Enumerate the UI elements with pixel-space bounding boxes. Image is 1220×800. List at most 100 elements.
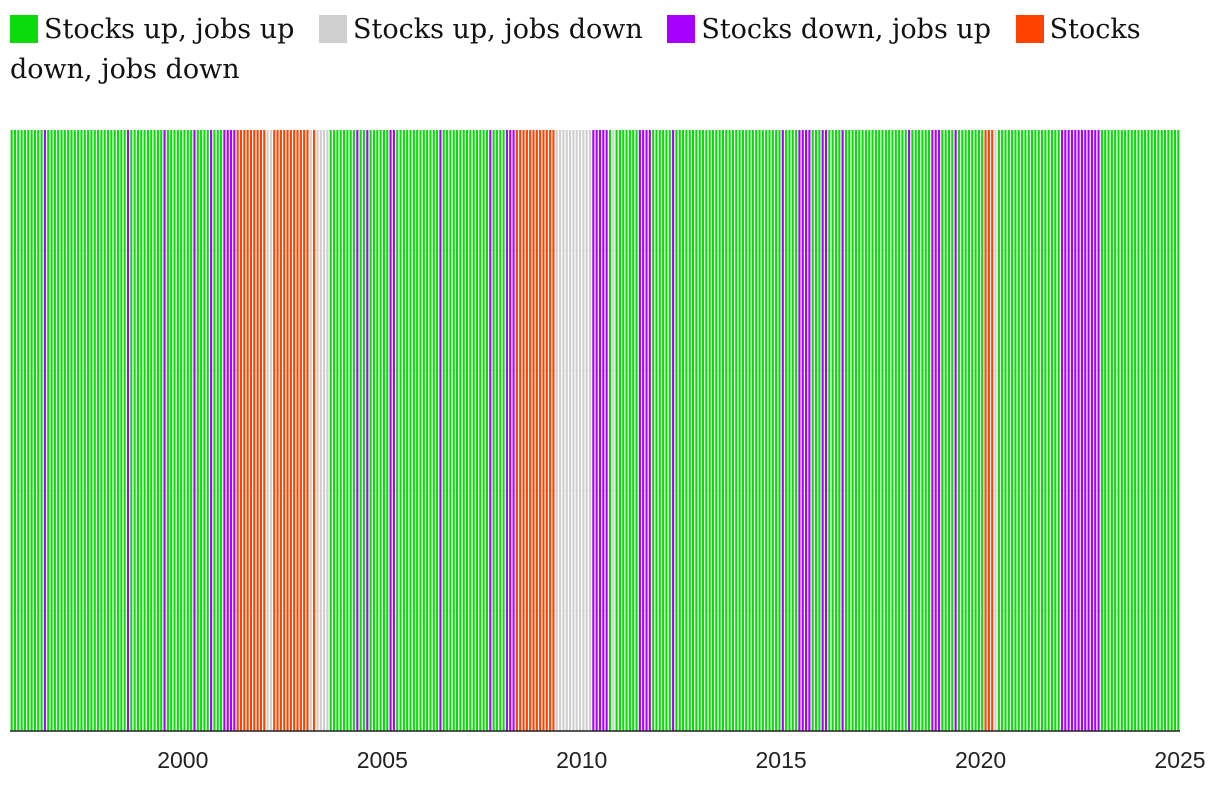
month-bar [1120, 130, 1123, 731]
month-bar [429, 130, 432, 731]
month-bar [73, 130, 76, 731]
month-bar [1157, 130, 1160, 731]
bars [10, 130, 1180, 731]
month-bar [954, 130, 957, 731]
month-bar [206, 130, 209, 731]
month-bar [279, 130, 282, 731]
month-bar [854, 130, 857, 731]
month-bar [894, 130, 897, 731]
month-bar [974, 130, 977, 731]
month-bar [957, 130, 961, 731]
month-bar [585, 130, 588, 731]
month-bar [402, 130, 405, 731]
month-bar [947, 130, 951, 731]
month-bar [698, 130, 701, 731]
month-bar [655, 130, 658, 731]
month-bar [193, 130, 196, 731]
month-bar [785, 130, 788, 731]
month-bar [83, 130, 86, 731]
month-bar [366, 130, 369, 731]
month-bar [482, 130, 485, 731]
x-tick-label: 2020 [955, 747, 1006, 773]
month-bar [80, 130, 83, 731]
month-bar [1047, 130, 1050, 731]
month-bar [236, 130, 239, 731]
month-bar [575, 130, 578, 731]
month-bar [738, 130, 741, 731]
x-tick-label: 2005 [357, 747, 408, 773]
month-bar [50, 130, 53, 731]
legend-label: Stocks up, jobs up [44, 14, 295, 45]
month-bar [1087, 130, 1090, 731]
month-bar [1104, 130, 1107, 731]
legend-item-stocks-down-jobs-up: Stocks down, jobs up [667, 14, 991, 45]
month-bar [834, 130, 838, 731]
month-bar [552, 130, 555, 731]
month-bar [253, 130, 256, 731]
month-bar [60, 130, 63, 731]
month-bar [721, 130, 725, 731]
x-tick-label: 2000 [157, 747, 208, 773]
month-bar [618, 130, 621, 731]
month-bar [396, 130, 399, 731]
month-bar [625, 130, 628, 731]
month-bar [522, 130, 525, 731]
month-bar [459, 130, 462, 731]
month-bar [313, 130, 316, 731]
month-bar [57, 130, 60, 731]
month-bar [77, 130, 80, 731]
month-bar [612, 130, 615, 731]
month-bar [432, 130, 435, 731]
month-bar [997, 130, 1000, 731]
month-bar [725, 130, 728, 731]
month-bar [658, 130, 661, 731]
month-bar [1064, 130, 1067, 731]
month-bar [372, 130, 376, 731]
month-bar [572, 130, 575, 731]
month-bar [848, 130, 851, 731]
month-bar [898, 130, 901, 731]
month-bar [944, 130, 947, 731]
month-bar [266, 130, 269, 731]
month-bar [276, 130, 279, 731]
month-bar [578, 130, 582, 731]
month-bar [851, 130, 854, 731]
month-bar [306, 130, 309, 731]
month-bar [20, 130, 23, 731]
chart-legend: Stocks up, jobs up Stocks up, jobs down … [10, 10, 1210, 90]
month-bar [515, 130, 518, 731]
month-bar [379, 130, 382, 731]
month-bar [565, 130, 568, 731]
month-bar [27, 130, 30, 731]
month-bar [961, 130, 964, 731]
month-bar [349, 130, 352, 731]
month-bar [795, 130, 798, 731]
month-bar [1110, 130, 1113, 731]
month-bar [951, 130, 954, 731]
month-bar [17, 130, 20, 731]
month-bar [705, 130, 708, 731]
month-bar [256, 130, 259, 731]
month-bar [908, 130, 911, 731]
month-bar [645, 130, 648, 731]
month-bar [638, 130, 641, 731]
month-bar [615, 130, 618, 731]
month-bar [648, 130, 651, 731]
month-bar [838, 130, 841, 731]
month-bar [874, 130, 877, 731]
month-bar [63, 130, 66, 731]
month-bar [691, 130, 695, 731]
month-bar [695, 130, 698, 731]
month-bar [462, 130, 465, 731]
month-bar [685, 130, 688, 731]
month-bar [329, 130, 332, 731]
month-bar [1177, 130, 1180, 731]
month-bar [1084, 130, 1087, 731]
month-bar [891, 130, 894, 731]
month-bar [1117, 130, 1120, 731]
month-bar [226, 130, 229, 731]
month-bar [1134, 130, 1137, 731]
month-bar [190, 130, 193, 731]
month-bar [70, 130, 73, 731]
